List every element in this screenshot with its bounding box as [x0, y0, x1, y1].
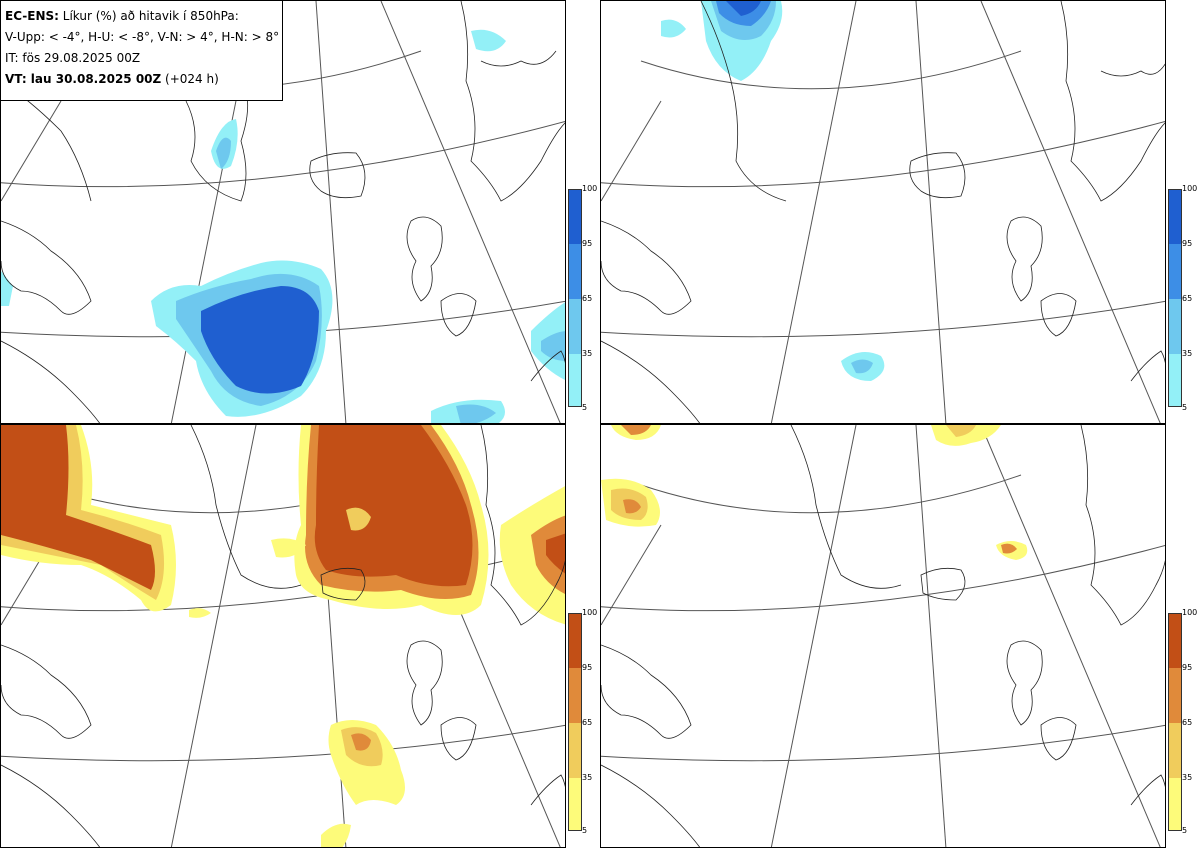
legend-line-2: V-Upp: < -4°, H-U: < -8°, V-N: > 4°, H-N…: [5, 30, 280, 44]
colorbar-top-left: [568, 189, 582, 407]
probability-field: [601, 425, 1028, 560]
legend-model: EC-ENS:: [5, 9, 59, 23]
colorbar-swatch: [1169, 778, 1181, 830]
legend-description: Líkur (%) að hitavik í 850hPa:: [62, 9, 239, 23]
colorbar-swatch: [569, 668, 581, 723]
colorbar-swatch: [1169, 354, 1181, 406]
colorbar-swatch: [569, 354, 581, 406]
map-panel-v-n: [0, 424, 566, 848]
colorbar-tick: 35: [1182, 349, 1193, 358]
colorbar-swatch: [569, 723, 581, 778]
colorbar-swatch: [569, 190, 581, 244]
colorbar-bottom-left: [568, 613, 582, 831]
colorbar-swatch: [1169, 614, 1181, 668]
colorbar-tick: 100: [582, 184, 598, 193]
colorbar-swatch: [1169, 190, 1181, 244]
coastlines: [1, 1, 565, 423]
map-panel-h-u: [600, 0, 1166, 424]
colorbar-tick: 5: [582, 403, 588, 412]
colorbar-tick: 65: [582, 718, 593, 727]
map-v-upp: [1, 1, 565, 423]
colorbar-tick: 65: [1182, 294, 1193, 303]
colorbar-swatch: [569, 614, 581, 668]
legend-box: EC-ENS: Líkur (%) að hitavik í 850hPa: V…: [0, 0, 283, 101]
colorbar-tick: 35: [582, 349, 593, 358]
map-h-n: [601, 425, 1165, 847]
map-panel-v-upp: [0, 0, 566, 424]
meridian-line: [1, 100, 62, 202]
colorbar-swatch: [569, 778, 581, 830]
probability-field: [1, 29, 565, 423]
probability-field: [1, 425, 565, 847]
probability-field: [661, 1, 885, 381]
colorbar-tick: 95: [1182, 239, 1193, 248]
map-panel-h-n: [600, 424, 1166, 848]
legend-line-1: EC-ENS: Líkur (%) að hitavik í 850hPa:: [5, 6, 278, 27]
colorbar-tick: 100: [1182, 608, 1198, 617]
colorbar-tick: 65: [582, 294, 593, 303]
colorbar-tick: 65: [1182, 718, 1193, 727]
colorbar-swatch: [1169, 723, 1181, 778]
meridian-line: [315, 1, 347, 423]
legend-valid-time: VT: lau 30.08.2025 00Z: [5, 72, 162, 86]
colorbar-tick: 100: [1182, 184, 1198, 193]
colorbar-swatch: [1169, 668, 1181, 723]
legend-line-4: VT: lau 30.08.2025 00Z (+024 h): [5, 69, 278, 90]
colorbar-tick: 5: [1182, 403, 1188, 412]
meridian-line: [380, 1, 561, 423]
map-v-n: [1, 425, 565, 847]
colorbar-tick: 35: [1182, 773, 1193, 782]
colorbar-tick: 35: [582, 773, 593, 782]
colorbar-swatch: [569, 244, 581, 299]
colorbar-tick: 95: [582, 663, 593, 672]
colorbar-swatch: [569, 299, 581, 354]
legend-line-3: IT: fös 29.08.2025 00Z: [5, 51, 141, 65]
colorbar-tick: 100: [582, 608, 598, 617]
colorbar-tick: 95: [582, 239, 593, 248]
parallel-line: [1, 121, 565, 188]
colorbar-tick: 5: [1182, 826, 1188, 835]
colorbar-bottom-right: [1168, 613, 1182, 831]
colorbar-tick: 5: [582, 826, 588, 835]
colorbar-tick: 95: [1182, 663, 1193, 672]
colorbar-swatch: [1169, 299, 1181, 354]
colorbar-swatch: [1169, 244, 1181, 299]
legend-lead-time: (+024 h): [165, 72, 219, 86]
colorbar-top-right: [1168, 189, 1182, 407]
map-h-u: [601, 1, 1165, 423]
